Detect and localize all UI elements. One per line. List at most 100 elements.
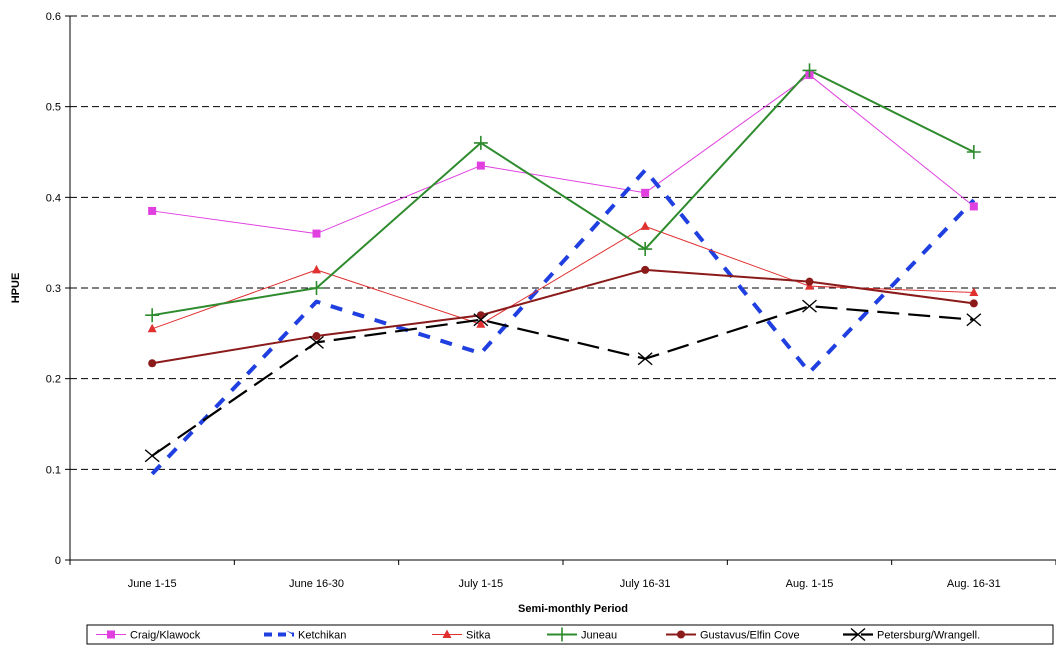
data-point-juneau [473, 135, 488, 150]
gridlines [70, 15, 1056, 470]
legend-item-gustavus-elfin-cove: Gustavus/Elfin Cove [666, 630, 800, 642]
data-point-juneau [966, 145, 981, 159]
series-line-gustavus-elfin-cove [152, 268, 974, 365]
data-point-juneau [802, 63, 817, 78]
legend-item-petersburg-wrangell: Petersburg/Wrangell. [843, 627, 980, 642]
triangle-marker [312, 264, 321, 274]
square-marker [969, 202, 978, 211]
data-point-petersburg-wrangell [966, 313, 982, 327]
data-point-craig-klawock [312, 229, 321, 238]
series-line-sitka [151, 225, 974, 330]
square-marker [107, 630, 115, 639]
x-marker [966, 313, 982, 327]
circle-marker [969, 299, 978, 308]
data-point-sitka [640, 221, 650, 230]
data-point-petersburg-wrangell [144, 449, 160, 463]
x-marker [144, 449, 160, 463]
y-tick-label: 0.5 [46, 102, 61, 114]
x-marker [850, 627, 866, 642]
data-point-sitka [476, 319, 486, 328]
y-tick-label: 0 [55, 555, 61, 567]
y-tick-label: 0.2 [46, 374, 61, 386]
y-tick-label: 0.3 [46, 283, 61, 295]
legend-swatch-arrow [286, 630, 294, 636]
x-axis-label: Semi-monthly Period [518, 603, 628, 615]
data-point-gustavus-elfin-cove [312, 332, 321, 341]
data-point-petersburg-wrangell [473, 313, 489, 327]
x-marker [309, 335, 324, 349]
data-point-craig-klawock [148, 206, 157, 215]
circle-marker [805, 277, 814, 286]
plus-marker [145, 308, 160, 323]
legend-label: Craig/Klawock [130, 630, 201, 642]
data-point-juneau [638, 242, 653, 257]
series-line-ketchikan [150, 168, 976, 476]
data-point-craig-klawock [969, 202, 978, 211]
y-axis-label: HPUE [10, 273, 22, 304]
x-tick-label: Aug. 1-15 [786, 578, 834, 590]
x-tick-label: July 1-15 [459, 578, 504, 590]
triangle-marker [476, 319, 486, 328]
data-point-petersburg-wrangell [637, 352, 653, 366]
circle-marker [312, 332, 321, 341]
x-tick-label: Aug. 16-31 [947, 578, 1001, 590]
data-point-petersburg-wrangell [309, 335, 324, 349]
legend-label: Sitka [466, 630, 491, 642]
data-point-gustavus-elfin-cove [641, 265, 650, 274]
plus-marker [802, 63, 817, 78]
legend: Craig/Klawock Ketchikan Sitka Juneau Gustavu… [86, 624, 1054, 645]
square-marker [476, 161, 485, 170]
x-marker [802, 299, 817, 313]
plus-marker [555, 627, 569, 642]
legend-label: Petersburg/Wrangell. [877, 630, 980, 642]
triangle-marker [442, 629, 452, 638]
x-tick-label: June 16-30 [289, 578, 344, 590]
circle-marker [641, 265, 650, 274]
triangle-marker [147, 323, 157, 333]
data-point-sitka [147, 323, 157, 333]
x-marker [473, 313, 489, 327]
series-line-juneau [152, 69, 975, 317]
square-marker [312, 229, 321, 238]
data-point-juneau [309, 281, 324, 295]
legend-label: Juneau [581, 630, 617, 642]
plus-marker [473, 135, 488, 150]
plus-marker [966, 145, 981, 159]
axes: 0 0.1 0.2 0.3 0.4 0.5 0.6 June 1-15 June 16-30 Ju… [46, 11, 1056, 590]
square-marker [641, 188, 650, 197]
data-point-gustavus-elfin-cove [805, 277, 814, 286]
triangle-marker [640, 221, 650, 230]
x-tick-label: July 16-31 [620, 578, 671, 590]
series-line-craig-klawock [152, 74, 975, 235]
series-markers [144, 63, 982, 463]
y-tick-label: 0.6 [46, 11, 61, 23]
legend-item-sitka: Sitka [432, 629, 491, 642]
data-point-gustavus-elfin-cove [969, 299, 978, 308]
legend-label: Gustavus/Elfin Cove [700, 630, 800, 642]
circle-marker [677, 630, 685, 639]
y-tick-label: 0.1 [46, 464, 61, 476]
legend-item-ketchikan: Ketchikan [264, 630, 346, 642]
y-tick-label: 0.4 [46, 192, 61, 204]
data-point-gustavus-elfin-cove [148, 359, 157, 368]
legend-label: Ketchikan [298, 630, 346, 642]
data-point-sitka [969, 287, 979, 297]
data-point-sitka [312, 264, 321, 274]
plus-marker [309, 281, 324, 295]
data-point-petersburg-wrangell [802, 299, 817, 313]
data-point-juneau [145, 308, 160, 323]
data-point-craig-klawock [476, 161, 485, 170]
plus-marker [638, 242, 653, 257]
square-marker [148, 206, 157, 215]
x-tick-label: June 1-15 [128, 578, 177, 590]
triangle-marker [969, 287, 979, 297]
data-point-craig-klawock [641, 188, 650, 197]
legend-item-craig-klawock: Craig/Klawock [96, 630, 201, 642]
legend-item-juneau: Juneau [547, 627, 617, 642]
circle-marker [148, 359, 157, 368]
x-marker [637, 352, 653, 366]
series-lines [150, 69, 976, 476]
series-line-petersburg-wrangell [151, 305, 974, 457]
